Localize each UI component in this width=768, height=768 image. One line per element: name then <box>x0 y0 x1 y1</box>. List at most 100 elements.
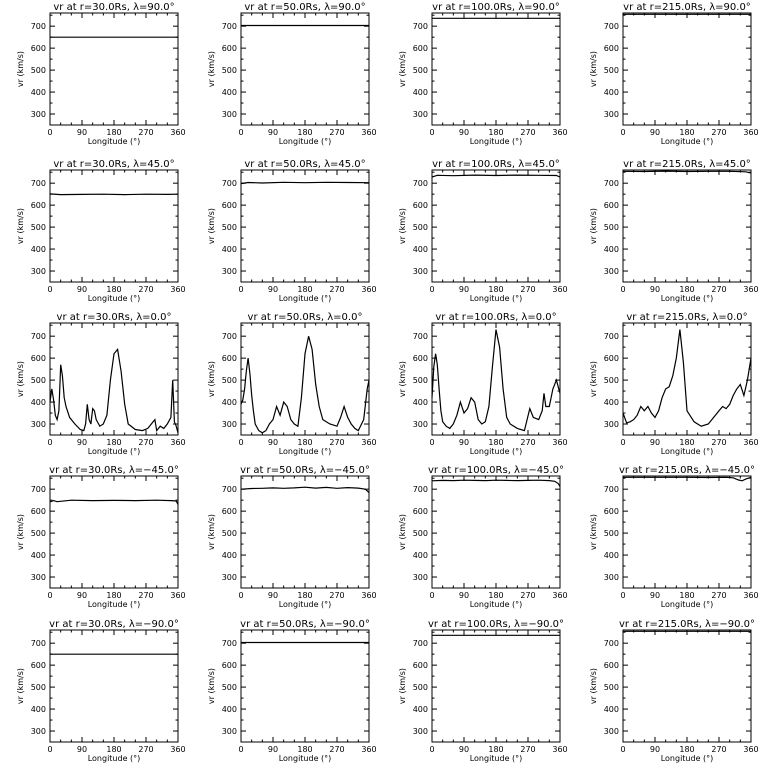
y-tick-label: 300 <box>413 573 428 582</box>
x-tick-label: 180 <box>297 438 312 447</box>
y-tick-label: 600 <box>222 507 237 516</box>
chart-title: vr at r=50.0Rs, λ=90.0° <box>244 2 365 13</box>
y-tick-label: 700 <box>31 179 46 188</box>
chart-panel-8: 0 90 180 270 360 300 400 500 600 700 vr at r=215.0… <box>589 159 759 303</box>
x-tick-label: 360 <box>170 745 185 754</box>
y-tick-label: 700 <box>413 332 428 341</box>
y-tick-label: 400 <box>413 551 428 560</box>
chart-panel-3: 0 90 180 270 360 300 400 500 600 700 vr at r=100.0… <box>398 2 568 146</box>
x-tick-label: 360 <box>170 591 185 600</box>
plot-frame <box>49 475 179 589</box>
x-tick-label: 90 <box>77 128 87 137</box>
y-tick-label: 300 <box>604 573 619 582</box>
y-tick-label: 600 <box>222 201 237 210</box>
y-tick-label: 500 <box>31 66 46 75</box>
y-axis-label: vr (km/s) <box>16 208 25 244</box>
y-tick-label: 600 <box>604 354 619 363</box>
x-axis-label: Longitude (°) <box>470 447 523 456</box>
chart-title: vr at r=215.0Rs, λ=45.0° <box>623 159 751 170</box>
x-tick-label: 90 <box>268 745 278 754</box>
y-tick-label: 400 <box>31 551 46 560</box>
plot-frame <box>240 475 370 589</box>
x-tick-label: 90 <box>77 591 87 600</box>
series-line <box>240 181 370 185</box>
chart-panel-10: 0 90 180 270 360 300 400 500 600 700 vr at r=50.0R… <box>207 312 377 456</box>
x-tick-label: 0 <box>620 591 625 600</box>
y-tick-label: 600 <box>222 354 237 363</box>
x-tick-label: 270 <box>711 745 726 754</box>
x-tick-label: 360 <box>170 128 185 137</box>
chart-title: vr at r=215.0Rs, λ=−45.0° <box>619 465 755 476</box>
x-tick-label: 180 <box>106 285 121 294</box>
chart-panel-4: 0 90 180 270 360 300 400 500 600 700 vr at r=215.0… <box>589 2 759 146</box>
chart-panel-1: 0 90 180 270 360 300 400 500 600 700 vr at r=30.0R… <box>16 2 186 146</box>
x-tick-label: 180 <box>488 438 503 447</box>
chart-title: vr at r=100.0Rs, λ=0.0° <box>435 312 556 323</box>
x-tick-label: 0 <box>620 438 625 447</box>
x-tick-label: 360 <box>361 591 376 600</box>
x-tick-label: 360 <box>743 285 758 294</box>
x-tick-label: 270 <box>329 128 344 137</box>
x-axis-label: Longitude (°) <box>470 600 523 609</box>
chart-title: vr at r=215.0Rs, λ=90.0° <box>623 2 751 13</box>
y-tick-label: 400 <box>604 88 619 97</box>
x-axis-label: Longitude (°) <box>88 294 141 303</box>
series-line <box>622 170 752 174</box>
y-axis-label: vr (km/s) <box>589 668 598 704</box>
y-tick-label: 300 <box>222 573 237 582</box>
plot-frame <box>49 629 179 743</box>
y-tick-label: 600 <box>604 201 619 210</box>
x-tick-label: 270 <box>711 128 726 137</box>
y-tick-label: 500 <box>413 376 428 385</box>
x-tick-label: 180 <box>679 285 694 294</box>
x-tick-label: 0 <box>238 285 243 294</box>
chart-title: vr at r=50.0Rs, λ=−45.0° <box>240 465 370 476</box>
y-tick-label: 300 <box>31 727 46 736</box>
y-tick-label: 700 <box>413 179 428 188</box>
y-tick-label: 600 <box>604 661 619 670</box>
y-tick-label: 700 <box>31 485 46 494</box>
plot-frame <box>431 12 561 126</box>
x-tick-label: 0 <box>429 591 434 600</box>
y-tick-label: 400 <box>31 88 46 97</box>
x-tick-label: 360 <box>743 438 758 447</box>
y-tick-label: 300 <box>413 267 428 276</box>
x-tick-label: 270 <box>329 285 344 294</box>
chart-title: vr at r=100.0Rs, λ=90.0° <box>432 2 560 13</box>
x-axis-label: Longitude (°) <box>661 137 714 146</box>
y-tick-label: 300 <box>31 420 46 429</box>
x-tick-label: 180 <box>679 438 694 447</box>
x-tick-label: 270 <box>138 128 153 137</box>
y-tick-label: 600 <box>222 661 237 670</box>
y-tick-label: 500 <box>31 529 46 538</box>
x-axis-label: Longitude (°) <box>661 600 714 609</box>
x-tick-label: 0 <box>429 745 434 754</box>
x-tick-label: 180 <box>297 745 312 754</box>
x-axis-label: Longitude (°) <box>279 447 332 456</box>
x-tick-label: 180 <box>106 438 121 447</box>
y-tick-label: 500 <box>31 683 46 692</box>
plot-frame <box>431 322 561 436</box>
x-tick-label: 90 <box>459 285 469 294</box>
y-axis-label: vr (km/s) <box>589 361 598 397</box>
y-tick-label: 700 <box>31 22 46 31</box>
x-axis-label: Longitude (°) <box>88 754 141 763</box>
series-line <box>49 348 179 433</box>
chart-panel-11: 0 90 180 270 360 300 400 500 600 700 vr at r=100.0… <box>398 312 568 456</box>
series-line <box>431 479 561 487</box>
x-tick-label: 270 <box>138 285 153 294</box>
y-axis-label: vr (km/s) <box>16 51 25 87</box>
y-tick-label: 700 <box>413 639 428 648</box>
x-tick-label: 360 <box>552 438 567 447</box>
series-line <box>431 174 561 178</box>
x-tick-label: 180 <box>488 128 503 137</box>
plot-frame <box>240 629 370 743</box>
y-tick-label: 400 <box>413 398 428 407</box>
x-tick-label: 360 <box>361 745 376 754</box>
x-tick-label: 0 <box>429 128 434 137</box>
y-tick-label: 500 <box>604 223 619 232</box>
y-tick-label: 300 <box>222 420 237 429</box>
x-axis-label: Longitude (°) <box>88 447 141 456</box>
chart-title: vr at r=100.0Rs, λ=45.0° <box>432 159 560 170</box>
